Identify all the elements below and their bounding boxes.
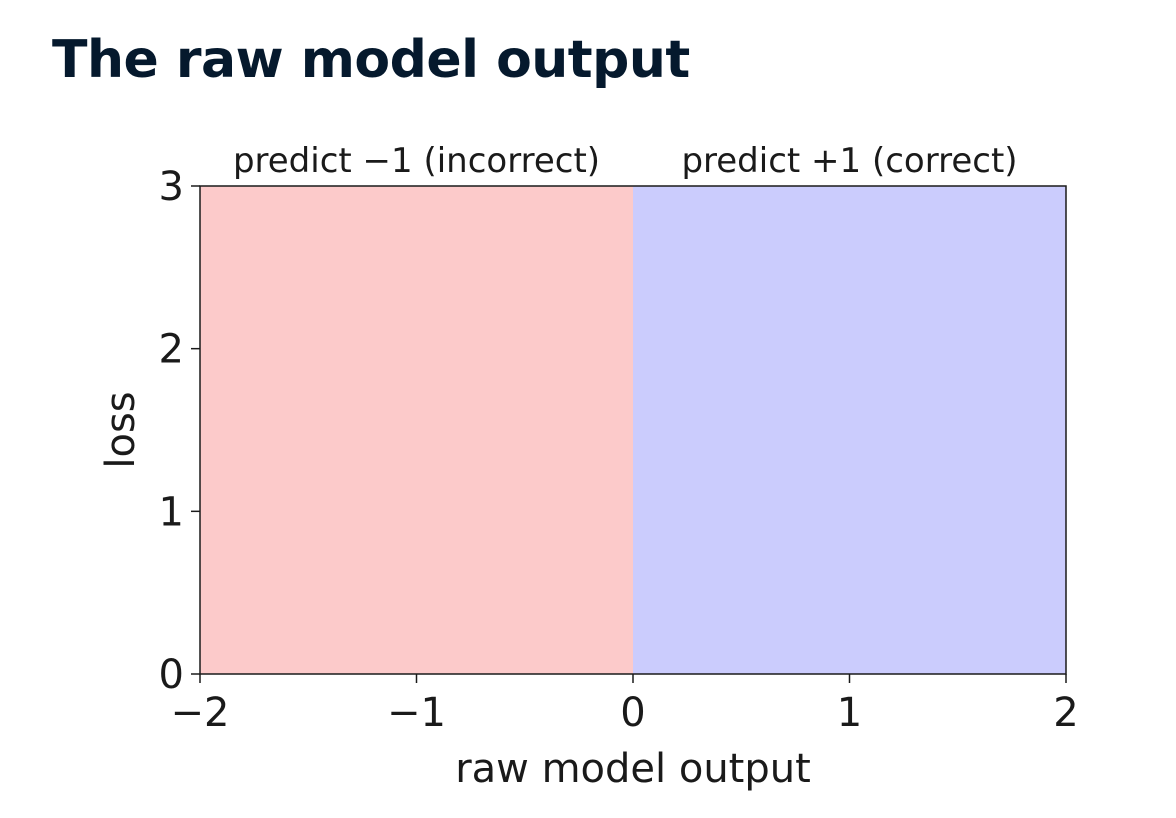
x-axis-label: raw model output	[455, 746, 811, 792]
x-axis-ticks: −2 −1 0 1 2	[171, 674, 1079, 736]
y-axis-ticks: 0 1 2 3	[159, 164, 200, 698]
x-tick-label: 1	[837, 690, 862, 736]
y-tick-label: 0	[159, 652, 184, 698]
y-axis-label: loss	[98, 391, 144, 468]
x-tick-label: 2	[1053, 690, 1078, 736]
y-tick-label: 1	[159, 489, 184, 535]
slide-title: The raw model output	[52, 30, 690, 90]
y-tick-label: 3	[159, 164, 184, 210]
region-label-0: predict −1 (incorrect)	[233, 141, 600, 181]
x-tick-label: 0	[620, 690, 645, 736]
y-tick-label: 2	[159, 327, 184, 373]
region-labels-layer: predict −1 (incorrect) predict +1 (correc…	[233, 141, 1018, 181]
regions-layer	[200, 186, 1066, 674]
region-1	[633, 186, 1066, 674]
x-tick-label: −1	[387, 690, 446, 736]
x-tick-label: −2	[171, 690, 230, 736]
region-label-1: predict +1 (correct)	[681, 141, 1017, 181]
region-0	[200, 186, 633, 674]
